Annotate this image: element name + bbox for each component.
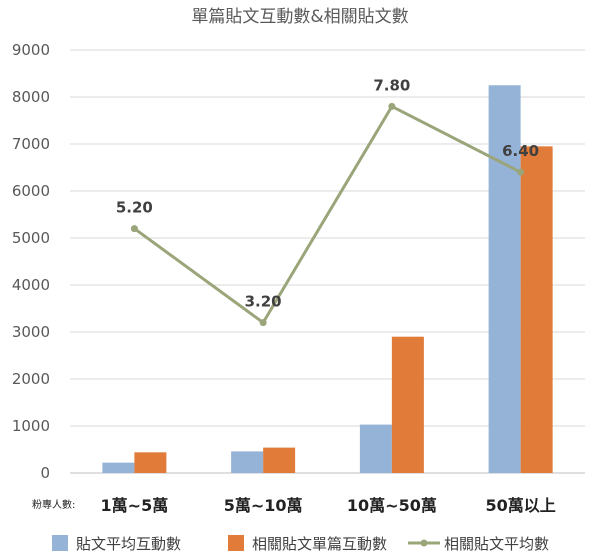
bar-0-1 (231, 451, 264, 473)
bar-1-2 (391, 336, 424, 473)
y-tick-label: 3000 (12, 323, 50, 341)
legend-label-0: 貼文平均互動數 (76, 535, 181, 553)
y-tick-label: 1000 (12, 417, 50, 435)
bars (102, 85, 553, 473)
legend-label-2: 相關貼文平均數 (444, 535, 549, 553)
x-axis-labels: 粉專人數: 1萬~5萬 5萬~10萬 10萬~50萬 50萬以上 (32, 496, 556, 515)
legend-swatch-0 (52, 535, 68, 551)
x-category-label: 5萬~10萬 (224, 496, 303, 515)
bar-1-0 (134, 452, 167, 473)
y-tick-label: 6000 (12, 182, 50, 200)
chart-title: 單篇貼文互動數&相關貼文數 (191, 7, 408, 27)
line-point-0 (130, 225, 138, 233)
y-tick-label: 9000 (12, 41, 50, 59)
line-point-3 (517, 168, 525, 176)
x-category-label: 10萬~50萬 (347, 496, 437, 515)
line-series-path (133, 104, 522, 325)
line-point-1 (259, 319, 267, 327)
y-tick-label: 5000 (12, 229, 50, 247)
y-tick-label: 2000 (12, 370, 50, 388)
category-prefix: 粉專人數: (32, 498, 75, 511)
y-tick-label: 8000 (12, 88, 50, 106)
y-tick-label: 4000 (12, 276, 50, 294)
bar-1-3 (520, 146, 553, 473)
line-data-label: 5.20 (116, 199, 153, 217)
x-category-label: 50萬以上 (485, 496, 555, 515)
bar-1-1 (263, 447, 296, 473)
legend-swatch-1 (228, 535, 244, 551)
line-series: 5.20 3.20 7.80 6.40 (116, 76, 539, 327)
line-data-label: 3.20 (245, 293, 282, 311)
y-tick-label: 0 (40, 464, 50, 482)
legend-label-1: 相關貼文單篇互動數 (252, 535, 387, 553)
y-axis-ticks: 0 1000 2000 3000 4000 5000 6000 7000 8000 9000 (12, 41, 50, 482)
legend-marker-2 (420, 539, 428, 547)
gridlines (70, 49, 585, 474)
bar-0-2 (359, 424, 392, 473)
bar-0-3 (488, 85, 521, 473)
y-tick-label: 7000 (12, 135, 50, 153)
line-data-label: 7.80 (373, 76, 410, 94)
legend: 貼文平均互動數 相關貼文單篇互動數 相關貼文平均數 (52, 535, 549, 553)
line-point-2 (388, 102, 396, 110)
bar-0-0 (102, 462, 135, 473)
x-category-label: 1萬~5萬 (101, 496, 169, 515)
line-data-label: 6.40 (502, 142, 539, 160)
